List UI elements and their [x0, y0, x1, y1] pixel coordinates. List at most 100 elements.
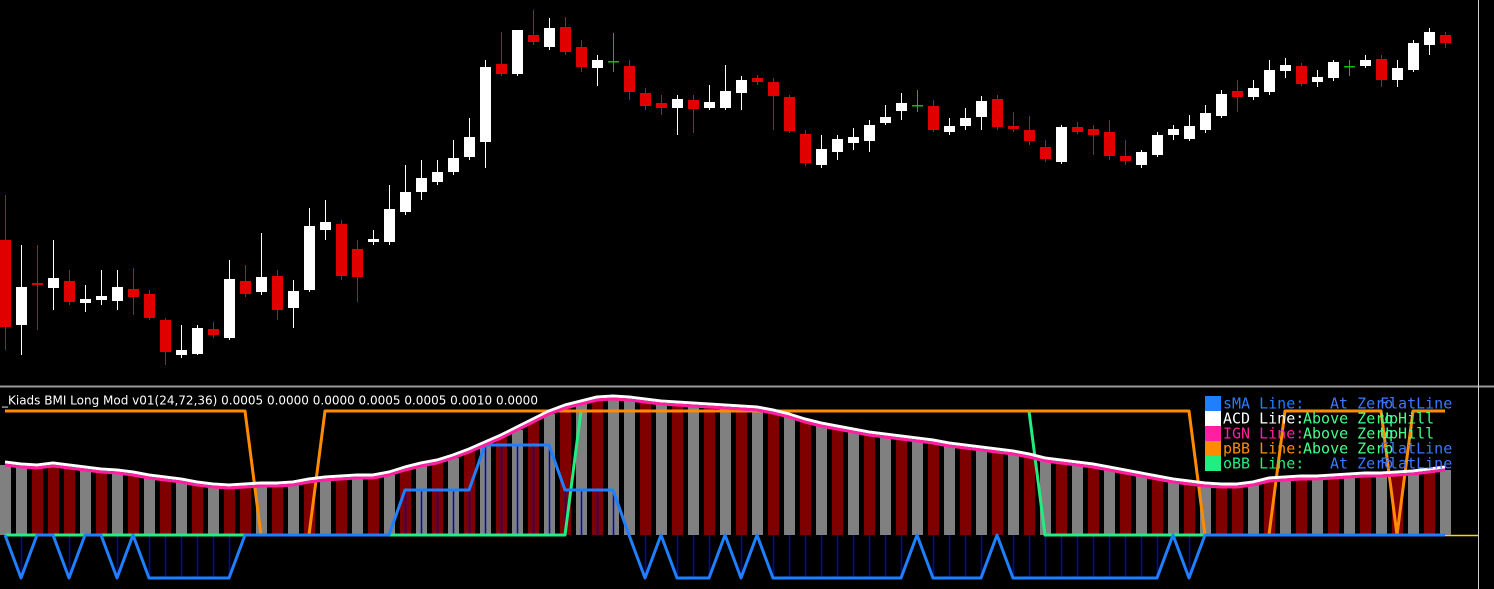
candle-body [96, 296, 107, 300]
candle-body [896, 103, 907, 111]
histogram-bar [816, 426, 827, 535]
legend-label: pBB Line: [1223, 440, 1304, 458]
histogram-bar [240, 487, 251, 535]
candle-body [416, 178, 427, 192]
histogram-bar [960, 448, 971, 535]
histogram-bar [1152, 479, 1163, 535]
histogram-bar [560, 408, 571, 535]
candle-body [704, 102, 715, 108]
candle-body [816, 149, 827, 165]
candle-body [160, 320, 171, 352]
candle-body [192, 328, 203, 354]
histogram-bar [1072, 465, 1083, 535]
histogram-bar [368, 478, 379, 535]
candle-body [16, 287, 27, 325]
candle-body [944, 126, 955, 132]
histogram-bar [1440, 470, 1451, 535]
indicator-title: _Kiads BMI Long Mod v01(24,72,36) 0.0005… [1, 394, 538, 408]
candle-body [320, 222, 331, 230]
candle-body [352, 249, 363, 277]
histogram-bar [640, 402, 651, 535]
candle-body [1264, 70, 1275, 92]
histogram-bar [912, 441, 923, 535]
histogram-bar [208, 487, 219, 535]
indicator-line [4, 394, 1446, 487]
candle-body [864, 125, 875, 141]
candle-body [912, 105, 923, 107]
candle-body [208, 329, 219, 335]
candle-body [960, 118, 971, 126]
candle-body [1392, 68, 1403, 80]
histogram-bar [1120, 473, 1131, 535]
histogram-bar [224, 488, 235, 535]
candle-body [1296, 66, 1307, 84]
histogram-bar [1360, 476, 1371, 535]
histogram-bar [1232, 487, 1243, 535]
histogram-bar [352, 478, 363, 535]
candle-body [560, 27, 571, 52]
histogram-bar [1088, 467, 1099, 535]
histogram-bar [1328, 478, 1339, 535]
histogram-bar [16, 467, 27, 535]
candle-body [128, 289, 139, 297]
histogram-bar [1008, 454, 1019, 535]
legend-label: sMA Line: [1223, 395, 1304, 413]
candle-body [1040, 147, 1051, 159]
histogram-bar [720, 408, 731, 535]
histogram-bar [272, 486, 283, 535]
histogram-bar [336, 479, 347, 535]
histogram-bar [992, 452, 1003, 535]
histogram-bar [624, 400, 635, 535]
histogram-bar [1408, 474, 1419, 535]
legend-state: UpHill [1380, 410, 1434, 428]
candle-body [752, 78, 763, 82]
legend-label: IGN Line: [1223, 425, 1304, 443]
candle-body [336, 224, 347, 276]
candle-body [976, 101, 987, 117]
candle-body [272, 276, 283, 310]
candle-body [608, 61, 619, 63]
histogram-bar [288, 485, 299, 535]
candle-body [176, 350, 187, 355]
candle-body [672, 99, 683, 108]
histogram-bar [1216, 487, 1227, 535]
legend-swatch [1205, 456, 1221, 471]
histogram-bar [304, 482, 315, 535]
candle-body [384, 209, 395, 242]
candle-body [480, 67, 491, 142]
candle-body [1168, 129, 1179, 135]
histogram-bar [864, 435, 875, 535]
candle-body [1248, 88, 1259, 97]
candle-body [544, 28, 555, 47]
histogram-bar [800, 422, 811, 535]
candle-body [592, 60, 603, 68]
candle-body [1008, 126, 1019, 129]
candle-body [1056, 127, 1067, 162]
candle-body [1328, 62, 1339, 78]
histogram-bar [944, 446, 955, 535]
candle-body [800, 134, 811, 163]
histogram-bar [0, 465, 11, 535]
legend-swatch [1205, 396, 1221, 411]
candle-body [48, 278, 59, 288]
legend-swatch [1205, 441, 1221, 456]
histogram-bar [176, 482, 187, 535]
candle-body [448, 158, 459, 172]
histogram-bar [1248, 485, 1259, 535]
histogram-bar [48, 466, 59, 535]
histogram-bar [32, 468, 43, 535]
legend-state: At Zero [1330, 455, 1393, 473]
legend-state: FlatLine [1380, 440, 1452, 458]
candle-body [1360, 60, 1371, 66]
candle-body [1216, 94, 1227, 116]
candle-body [656, 103, 667, 108]
indicator-line [3, 443, 1445, 580]
histogram-bar [1184, 484, 1195, 535]
candle-body [528, 35, 539, 42]
candle-body [80, 299, 91, 303]
histogram-bar [704, 407, 715, 535]
candle-body [1344, 66, 1355, 68]
histogram-bar [736, 409, 747, 535]
candle-body [576, 47, 587, 67]
